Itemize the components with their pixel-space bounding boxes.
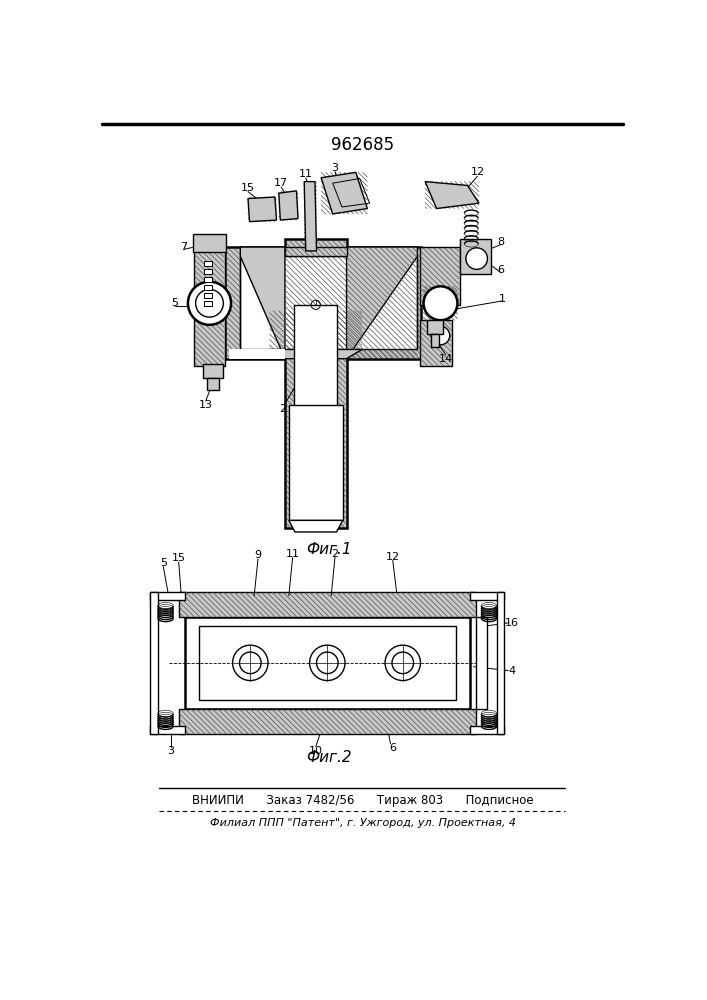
Text: 2: 2 [279,404,286,414]
Polygon shape [460,239,491,274]
Bar [204,293,212,298]
Polygon shape [179,709,476,734]
Text: 15: 15 [172,553,186,563]
Text: 11: 11 [286,549,300,559]
Bar [204,285,212,290]
Circle shape [423,286,457,320]
Text: Фиг.2: Фиг.2 [306,750,351,765]
Polygon shape [150,726,185,734]
Text: ВНИИПИ      Заказ 7482/56      Тираж 803      Подписное: ВНИИПИ Заказ 7482/56 Тираж 803 Подписное [192,794,534,807]
Polygon shape [150,592,158,734]
Polygon shape [469,592,504,600]
Circle shape [385,645,421,681]
Polygon shape [288,405,343,520]
Polygon shape [240,256,417,349]
Polygon shape [225,247,421,359]
Polygon shape [194,239,225,366]
Polygon shape [192,234,226,252]
Polygon shape [431,334,439,347]
Text: 6: 6 [497,265,504,275]
Bar [204,261,212,266]
Text: Фиг.1: Фиг.1 [306,542,351,557]
Text: 10: 10 [309,746,323,756]
Text: 9: 9 [255,550,262,560]
Polygon shape [476,617,486,709]
Polygon shape [285,247,346,256]
Text: 5: 5 [160,558,167,568]
Circle shape [392,652,414,674]
Polygon shape [321,172,368,214]
Circle shape [310,645,345,681]
Polygon shape [150,592,185,600]
Polygon shape [420,247,460,305]
Polygon shape [469,726,504,734]
Circle shape [233,645,268,681]
Text: 6: 6 [390,743,396,753]
Text: 15: 15 [241,183,255,193]
Text: 16: 16 [505,618,519,628]
Polygon shape [185,617,469,709]
Polygon shape [204,364,223,378]
Polygon shape [346,247,417,359]
Text: 5: 5 [171,298,178,308]
Polygon shape [269,349,362,359]
Polygon shape [294,305,337,524]
Polygon shape [179,592,476,617]
Bar [204,269,212,274]
Text: 8: 8 [497,237,504,247]
Polygon shape [207,378,218,389]
Text: 12: 12 [386,552,400,562]
Polygon shape [285,239,346,528]
Polygon shape [240,247,285,359]
Circle shape [317,652,338,674]
Text: 13: 13 [199,400,213,410]
Text: 12: 12 [470,167,484,177]
Polygon shape [248,197,276,222]
Circle shape [240,652,261,674]
Text: 2: 2 [332,549,339,559]
Polygon shape [428,320,443,334]
Text: 4: 4 [508,666,515,676]
Circle shape [188,282,231,325]
Polygon shape [497,592,504,734]
Text: 11: 11 [299,169,312,179]
Polygon shape [304,182,317,251]
Text: 14: 14 [439,354,453,364]
Text: 17: 17 [274,178,288,188]
Text: 1: 1 [498,294,506,304]
Polygon shape [288,520,343,532]
Text: Филиал ППП "Патент", г. Ужгород, ул. Проектная, 4: Филиал ППП "Патент", г. Ужгород, ул. Про… [210,818,515,828]
Text: 962685: 962685 [331,136,395,154]
Circle shape [431,326,450,345]
Bar [204,277,212,282]
Bar [204,301,212,306]
Polygon shape [425,182,479,209]
Text: 3: 3 [168,746,175,756]
Polygon shape [279,191,298,220]
Circle shape [466,248,487,269]
Polygon shape [420,320,452,366]
Polygon shape [229,349,285,359]
Text: 7: 7 [180,242,187,252]
Polygon shape [199,626,456,700]
Text: 3: 3 [332,163,339,173]
